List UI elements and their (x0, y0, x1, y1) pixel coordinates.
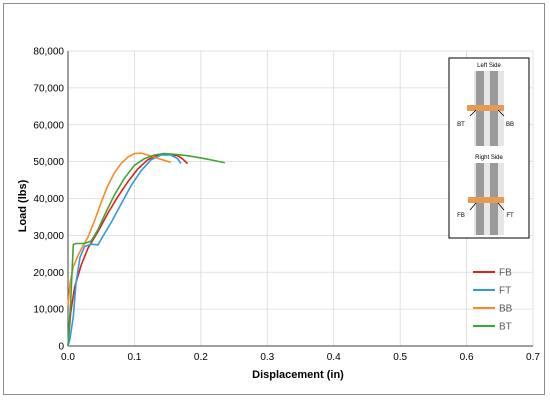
inset-bottom-arrow-left (469, 202, 477, 211)
y-axis-title: Load (lbs) (17, 179, 29, 232)
inset-bottom-clamp (468, 197, 504, 203)
y-tick-label: 70,000 (33, 83, 64, 94)
y-tick-label: 50,000 (33, 157, 64, 168)
inset-top-specimen (467, 71, 505, 146)
x-tick-label: 0.0 (61, 352, 75, 363)
legend-label-bt: BT (499, 322, 512, 333)
y-tick-label: 20,000 (33, 268, 64, 279)
x-tick-label: 0.2 (194, 352, 208, 363)
series-line-ft (67, 154, 182, 347)
x-tick-label: 0.5 (393, 352, 407, 363)
inset-label-ft: FT (506, 213, 514, 219)
series-line-fb (67, 153, 189, 347)
y-tick-label: 10,000 (33, 305, 64, 316)
inset-label-fb: FB (457, 213, 465, 219)
inset-label-bt: BT (457, 122, 465, 128)
x-tick-labels: 0.0 0.1 0.2 0.3 0.4 0.5 0.6 0.7 (61, 352, 540, 363)
series-line-bt (67, 152, 225, 347)
specimen-inset: Left Side BT BB Right Side FB FT (448, 57, 530, 239)
inset-bottom-arrow-right (497, 202, 505, 211)
inset-top-clamp (467, 105, 504, 111)
x-axis-title: Displacement (in) (252, 369, 344, 381)
y-tick-label: 60,000 (33, 120, 64, 131)
legend: FB FT BB BT (473, 268, 513, 333)
y-tick-label: 0 (58, 342, 64, 353)
y-tick-label: 80,000 (33, 47, 64, 58)
legend-label-bb: BB (499, 304, 513, 315)
x-tick-label: 0.1 (127, 352, 141, 363)
inset-top-arrow-right (497, 109, 505, 117)
chart-frame: 0.0 0.1 0.2 0.3 0.4 0.5 0.6 0.7 0 10,000 20,000 30… (3, 3, 545, 395)
y-tick-label: 40,000 (33, 194, 64, 205)
inset-label-bb: BB (506, 122, 514, 128)
x-tick-label: 0.3 (260, 352, 274, 363)
series-line-bb (67, 152, 172, 306)
y-tick-labels: 0 10,000 20,000 30,000 40,000 50,000 60,000 70,… (33, 47, 64, 353)
y-tick-label: 30,000 (33, 231, 64, 242)
legend-label-ft: FT (499, 286, 511, 297)
inset-top-arrow-left (469, 109, 477, 117)
legend-label-fb: FB (499, 268, 512, 279)
inset-bottom-title: Right Side (475, 155, 503, 161)
load-displacement-chart: 0.0 0.1 0.2 0.3 0.4 0.5 0.6 0.7 0 10,000 20,000 30… (17, 47, 540, 382)
inset-top-title: Left Side (477, 63, 501, 69)
series-lines (67, 152, 225, 347)
x-tick-label: 0.7 (526, 352, 540, 363)
x-tick-label: 0.4 (327, 352, 341, 363)
x-tick-label: 0.6 (460, 352, 474, 363)
inset-bottom-specimen (468, 163, 505, 235)
